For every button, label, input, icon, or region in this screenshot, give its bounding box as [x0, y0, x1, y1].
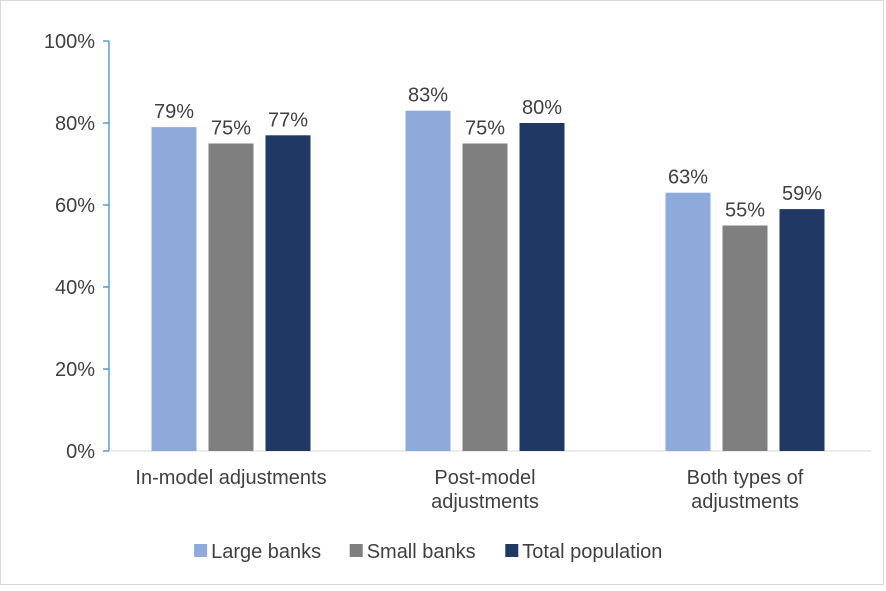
legend-swatch [505, 544, 519, 557]
legend-label: Small banks [367, 541, 476, 563]
y-tick-label: 80% [55, 113, 95, 135]
data-label: 75% [465, 118, 505, 140]
bar-total-population [519, 123, 565, 451]
x-axis-labels: In-model adjustments Post-modeladjustment… [135, 467, 803, 513]
data-label: 75% [211, 118, 251, 140]
bar-large-banks [665, 192, 711, 451]
data-label: 55% [725, 200, 765, 222]
x-tick-label: Post-model [434, 467, 535, 489]
legend-label: Total population [522, 541, 662, 563]
x-tick-label: adjustments [431, 491, 539, 513]
x-tick-label: adjustments [691, 491, 799, 513]
legend-item-small-banks: Small banks [349, 541, 476, 563]
data-label: 80% [522, 97, 562, 119]
legend-label: Large banks [211, 541, 321, 563]
bar-small-banks [208, 143, 254, 451]
legend-item-large-banks: Large banks [194, 541, 321, 563]
y-tick-label: 0% [66, 441, 95, 463]
data-label: 83% [408, 85, 448, 107]
bar-total-population [265, 135, 311, 452]
x-tick-label: Both types of [687, 467, 804, 489]
bar-large-banks [151, 127, 197, 451]
data-label: 63% [668, 167, 708, 189]
legend-item-total-population: Total population [505, 541, 662, 563]
bar-total-population [779, 209, 825, 451]
x-tick-label: In-model adjustments [135, 467, 326, 489]
bars [151, 110, 825, 452]
y-tick-label: 100% [44, 31, 95, 53]
y-tick-label: 60% [55, 195, 95, 217]
data-label: 77% [268, 109, 308, 131]
legend: Large banks Small banks Total population [194, 541, 662, 563]
bar-small-banks [722, 225, 768, 451]
legend-swatch [349, 544, 363, 557]
y-tick-label: 20% [55, 359, 95, 381]
bar-large-banks [405, 110, 451, 451]
bar-small-banks [462, 143, 508, 451]
data-labels: 79% 75% 77% 83% 75% 80% 63% 55% 59% [154, 85, 822, 222]
data-label: 59% [782, 183, 822, 205]
y-tick-label: 40% [55, 277, 95, 299]
legend-swatch [194, 544, 208, 557]
data-label: 79% [154, 101, 194, 123]
